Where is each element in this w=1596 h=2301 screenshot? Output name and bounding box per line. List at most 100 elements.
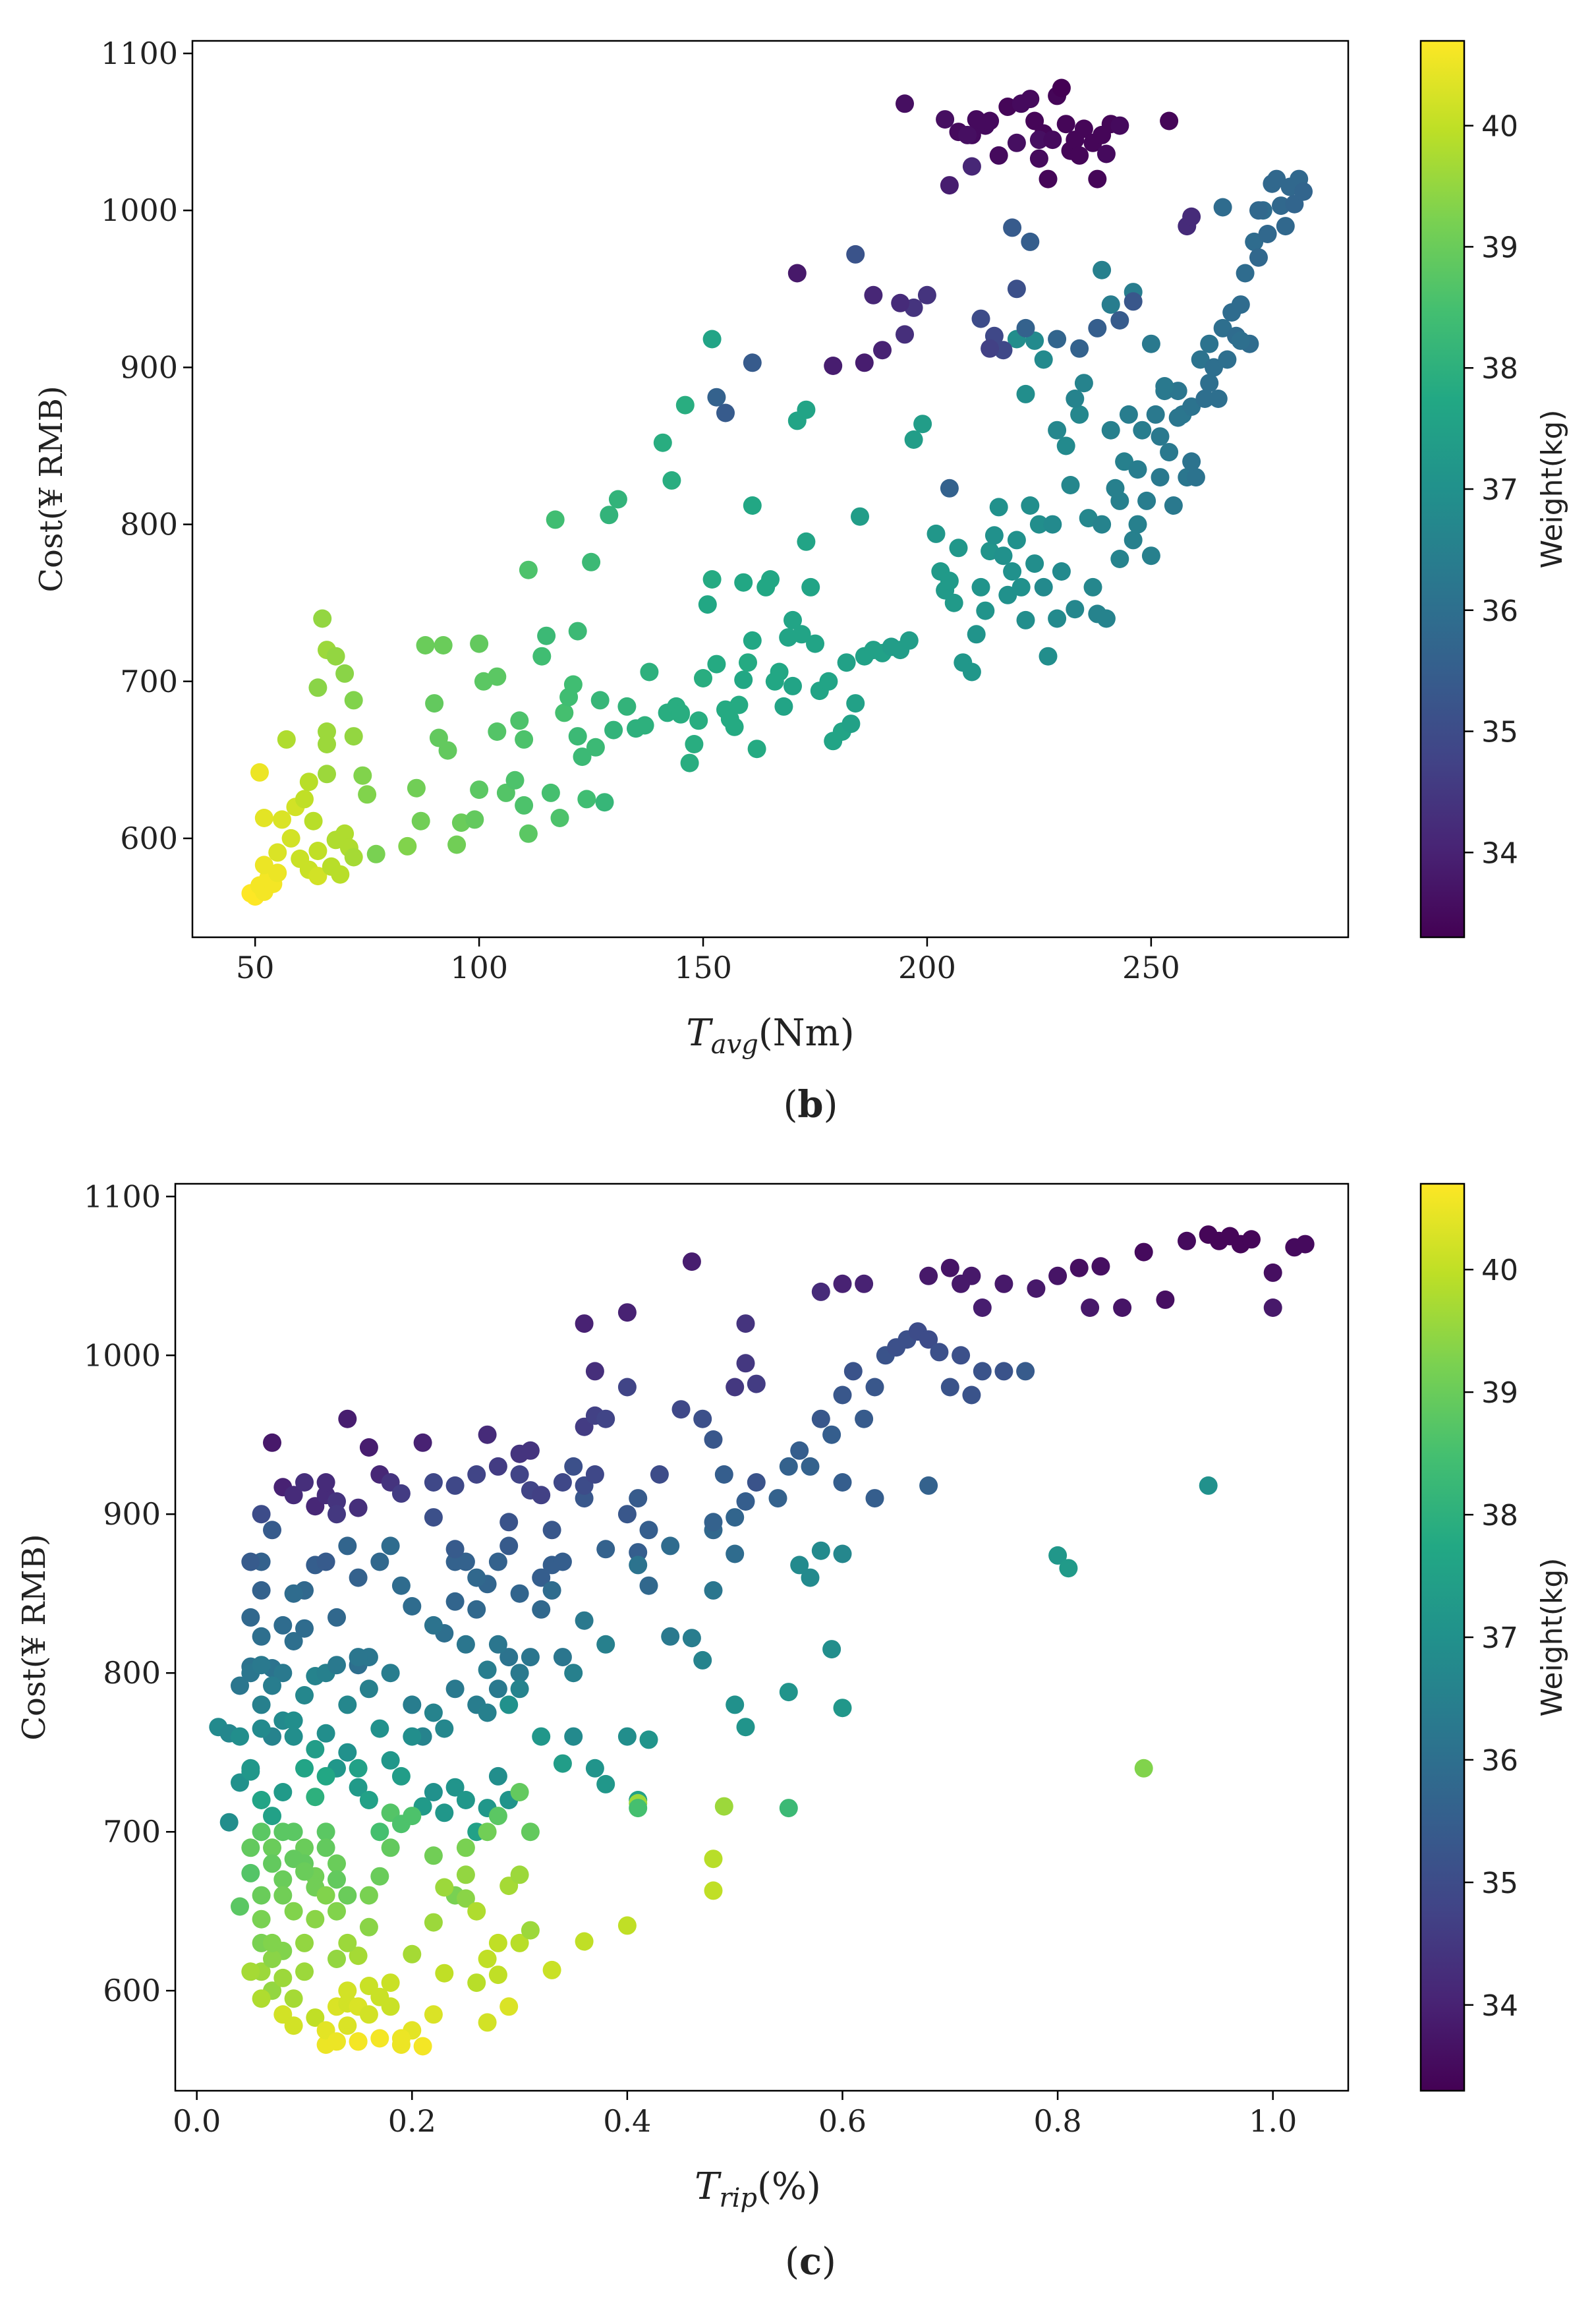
y-tick-label-c-1: 700 (103, 1814, 161, 1850)
scatter-point-c-156 (617, 1378, 637, 1397)
scatter-point-b-230 (1168, 408, 1187, 427)
scatter-point-b-64 (532, 647, 552, 666)
scatter-point-b-7 (254, 856, 273, 875)
scatter-point-c-180 (833, 1385, 852, 1405)
panel-b-chart: 50 100 150 200 250 600 700 800 900 1000 1100 Cost… (33, 36, 1569, 1126)
scatter-point-c-196 (617, 1303, 637, 1322)
panel-caption-letter-c: c (799, 2240, 822, 2283)
scatter-point-c-291 (359, 1886, 378, 1905)
scatter-point-c-29 (273, 1616, 293, 1635)
scatter-point-c-338 (445, 1540, 465, 1559)
scatter-point-b-151 (971, 577, 990, 597)
scatter-point-c-19 (328, 1492, 346, 1511)
scatter-point-b-300 (962, 157, 981, 176)
scatter-point-c-245 (499, 1695, 519, 1714)
x-axis-label-unit-b: (Nm) (758, 1012, 855, 1055)
scatter-point-b-158 (1003, 562, 1022, 581)
x-axis-label-symbol-b: T (686, 1012, 713, 1055)
scatter-point-b-210 (1231, 295, 1250, 314)
scatter-point-b-141 (913, 415, 932, 434)
scatter-point-c-309 (403, 1727, 422, 1746)
scatter-point-b-78 (590, 691, 610, 710)
scatter-point-c-163 (650, 1465, 669, 1484)
y-tick-label-c-0: 600 (103, 1973, 161, 2008)
y-ticks-b: 600 700 800 900 1000 1100 (101, 36, 192, 856)
scatter-point-c-356 (273, 2005, 293, 2024)
scatter-point-c-20 (338, 1409, 357, 1428)
scatter-point-b-246 (1070, 339, 1089, 358)
scatter-point-b-123 (806, 634, 824, 653)
scatter-point-c-286 (435, 1878, 454, 1897)
scatter-point-b-110 (743, 496, 762, 515)
scatter-point-c-349 (241, 1838, 260, 1857)
scatter-point-b-301 (1029, 131, 1048, 150)
y-tick-label-b-3: 900 (120, 349, 178, 385)
y-axis-label-c: Cost(¥ RMB) (16, 1534, 53, 1740)
scatter-point-c-109 (521, 1921, 540, 1940)
scatter-point-b-173 (1066, 600, 1085, 619)
plot-frame-b (191, 40, 1350, 939)
x-tick-label-c-1: 0.2 (388, 2103, 436, 2139)
scatter-point-b-101 (707, 655, 726, 674)
scatter-point-c-16 (295, 1473, 314, 1492)
scatter-point-b-109 (734, 573, 753, 592)
scatter-point-b-254 (994, 341, 1013, 360)
scatter-point-b-113 (761, 570, 780, 589)
scatter-point-c-319 (252, 1505, 271, 1524)
scatter-point-c-7 (231, 1676, 249, 1695)
scatter-point-c-255 (801, 1568, 820, 1587)
scatter-point-b-288 (1056, 115, 1075, 134)
scatter-point-b-27 (304, 811, 323, 830)
scatter-point-b-31 (335, 664, 355, 683)
scatter-point-c-147 (510, 1465, 529, 1484)
scatter-point-c-249 (661, 1536, 680, 1556)
scatter-point-b-186 (1124, 531, 1143, 550)
scatter-point-b-235 (1048, 421, 1067, 440)
scatter-point-c-150 (553, 1473, 572, 1492)
x-axis-label-b: Tavg(Nm) (686, 1012, 854, 1060)
scatter-point-c-4 (231, 1897, 249, 1916)
y-tick-label-b-1: 700 (120, 664, 178, 699)
scatter-point-c-166 (704, 1430, 723, 1449)
scatter-point-b-255 (1007, 279, 1026, 299)
scatter-point-c-263 (704, 1850, 723, 1869)
scatter-point-b-156 (994, 546, 1013, 566)
scatter-point-c-89 (338, 2016, 357, 2035)
scatter-point-c-226 (973, 1298, 992, 1317)
scatter-point-b-46 (425, 694, 444, 713)
scatter-point-c-340 (316, 1473, 335, 1492)
scatter-point-c-203 (919, 1266, 938, 1285)
scatter-point-c-191 (952, 1346, 971, 1365)
scatter-point-b-181 (1101, 421, 1120, 440)
scatter-point-b-242 (1141, 334, 1160, 353)
scatter-point-c-283 (488, 1933, 507, 1952)
scatter-point-c-190 (940, 1378, 959, 1397)
colorbar-tick-label-b-5: 39 (1481, 231, 1518, 264)
scatter-point-c-158 (575, 1489, 594, 1508)
scatter-point-c-198 (682, 1252, 701, 1271)
x-axis-label-subscript-b: avg (711, 1030, 758, 1060)
scatter-point-b-234 (1066, 390, 1085, 408)
scatter-point-c-183 (865, 1378, 884, 1397)
scatter-point-b-191 (1146, 405, 1165, 424)
scatter-point-b-118 (784, 676, 802, 695)
scatter-point-b-183 (1110, 550, 1129, 568)
scatter-point-b-75 (577, 790, 596, 809)
scatter-point-c-149 (532, 1486, 551, 1505)
scatter-point-b-270 (787, 264, 807, 283)
scatter-point-b-302 (1160, 111, 1179, 131)
x-axis-label-c: Trip(%) (695, 2165, 821, 2213)
colorbar-tick-label-b-2: 36 (1481, 595, 1518, 628)
scatter-point-c-177 (801, 1457, 820, 1476)
scatter-point-b-59 (515, 796, 534, 815)
scatter-point-b-292 (1074, 119, 1093, 138)
scatter-point-b-82 (608, 490, 627, 509)
scatter-point-c-81 (284, 1989, 303, 2008)
scatter-point-c-5 (241, 1863, 260, 1882)
scatter-point-c-278 (510, 1783, 529, 1801)
scatter-point-b-256 (981, 339, 1000, 358)
scatter-point-c-39 (381, 1536, 400, 1556)
scatter-point-b-116 (774, 697, 793, 716)
colorbar-tick-label-c-6: 40 (1481, 1254, 1518, 1287)
scatter-point-b-19 (308, 867, 328, 886)
